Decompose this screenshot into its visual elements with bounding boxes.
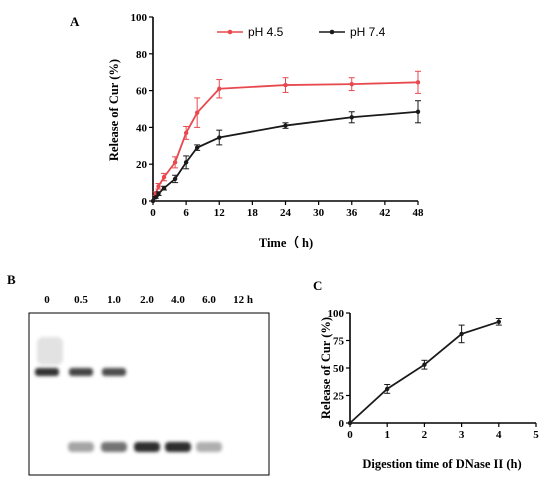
chart-a-y-tick-label: 100 (131, 12, 148, 24)
chart-c-x-tick-label: 0 (347, 429, 353, 441)
panel-label-b: B (7, 272, 16, 287)
chart-a-series-ph74-point (161, 185, 167, 191)
gel-smear (37, 337, 63, 365)
gel-lower-band (134, 442, 160, 452)
gel-electrophoresis-image: 0 0.5 1.0 2.0 4.0 6.0 12 h (28, 294, 270, 476)
legend-ph74-marker (329, 29, 335, 35)
chart-a-series-ph45-point (194, 110, 200, 115)
chart-a-series-ph74-point (150, 198, 156, 204)
gel-upper-band (102, 368, 126, 376)
chart-a-series-ph45-point (183, 130, 189, 136)
chart-c-x-tick-label: 5 (533, 429, 539, 441)
chart-c-y-tick-label: 25 (333, 391, 345, 403)
gel-upper-band (35, 368, 59, 376)
chart-a-series-ph45-point (217, 86, 222, 91)
legend-ph45-label: pH 4.5 (248, 25, 284, 39)
panel-label-c: C (313, 278, 322, 293)
chart-c-y-tick-label: 50 (333, 363, 345, 375)
chart-c-series-0-point (385, 386, 390, 392)
chart-a-y-tick-label: 80 (136, 49, 148, 61)
gel-lane-label: 0.5 (74, 294, 88, 306)
chart-a-series-ph74-point (415, 109, 421, 114)
chart-c-series-0-point (422, 362, 427, 367)
chart-c-y-axis-title: Release of Cur (%) (319, 317, 333, 419)
chart-a-series-ph45-point (161, 174, 167, 180)
chart-a-x-tick-label: 0 (150, 207, 156, 219)
chart-a-legend: pH 4.5 pH 7.4 (217, 25, 386, 39)
chart-a-y-axis-title: Release of Cur (%) (107, 59, 121, 161)
chart-a-series-ph74-point (153, 195, 158, 200)
chart-a-y-tick-label: 40 (136, 122, 148, 134)
gel-lower-band (165, 442, 191, 452)
chart-a-x-tick-label: 48 (413, 207, 425, 219)
chart-c-release-vs-digestion: Release of Cur (%) Digestion time of DNa… (319, 308, 539, 471)
gel-lower-band (68, 442, 94, 452)
chart-a-y-tick-label: 0 (142, 196, 148, 208)
legend-ph45-marker (227, 29, 233, 35)
chart-a-series-ph74-point (217, 135, 222, 140)
chart-c-x-tick-label: 2 (422, 429, 428, 441)
chart-a-x-tick-label: 36 (346, 207, 358, 219)
chart-c-series-0-line (349, 320, 500, 424)
gel-lane-label: 1.0 (107, 294, 121, 306)
gel-lane-label: 6.0 (202, 294, 216, 306)
chart-a-series-ph45-point (415, 80, 421, 85)
chart-a-x-tick-label: 6 (183, 207, 189, 219)
chart-a-y-tick-label: 20 (136, 159, 148, 171)
chart-a-release-vs-time: Release of Cur (%) Time（ h) pH 4.5 pH 7.… (107, 12, 424, 250)
gel-lane-label: 2.0 (140, 294, 154, 306)
chart-a-series-ph74-point (156, 191, 161, 196)
chart-c-series-0-point (347, 420, 353, 426)
chart-a-series-ph45-point (172, 160, 178, 165)
chart-c-y-tick-label: 75 (333, 336, 345, 348)
legend-ph74-label: pH 7.4 (350, 25, 386, 39)
chart-a-series-ph74-point (349, 115, 354, 120)
chart-a-series-ph45-line (152, 81, 419, 202)
chart-a-series-ph74-point (172, 176, 178, 182)
chart-c-x-tick-label: 1 (384, 429, 390, 441)
chart-c-y-tick-label: 0 (339, 418, 345, 430)
chart-c-x-axis-title: Digestion time of DNase II (h) (362, 457, 521, 471)
chart-a-series-ph45-point (349, 81, 354, 87)
chart-a-series-ph45-point (156, 184, 161, 189)
chart-c-x-tick-label: 3 (459, 429, 465, 441)
panel-label-a: A (70, 14, 80, 29)
chart-a-x-tick-label: 12 (214, 207, 226, 219)
chart-a-series-ph74-point (283, 123, 288, 128)
chart-a-y-tick-label: 60 (136, 86, 148, 98)
chart-a-x-tick-label: 18 (247, 207, 259, 219)
chart-c-x-tick-label: 4 (496, 429, 502, 441)
gel-lane-label: 12 h (233, 294, 253, 306)
chart-a-series-ph45-point (283, 82, 288, 88)
chart-a-x-tick-label: 24 (280, 207, 292, 219)
chart-a-x-tick-label: 42 (379, 207, 391, 219)
chart-a-series-ph74-point (194, 145, 200, 150)
chart-c-series-0-point (459, 331, 464, 337)
chart-a-x-tick-label: 30 (313, 207, 325, 219)
gel-lower-band (196, 442, 222, 452)
chart-c-series-0-point (496, 319, 501, 324)
gel-lower-band (101, 442, 127, 452)
chart-a-series-ph74-point (183, 160, 189, 165)
gel-upper-band (69, 368, 93, 376)
chart-a-x-axis-title: Time（ h) (259, 235, 313, 250)
chart-c-y-tick-label: 100 (328, 308, 345, 320)
gel-lane-label: 0 (44, 294, 50, 306)
gel-lane-label: 4.0 (171, 294, 185, 306)
